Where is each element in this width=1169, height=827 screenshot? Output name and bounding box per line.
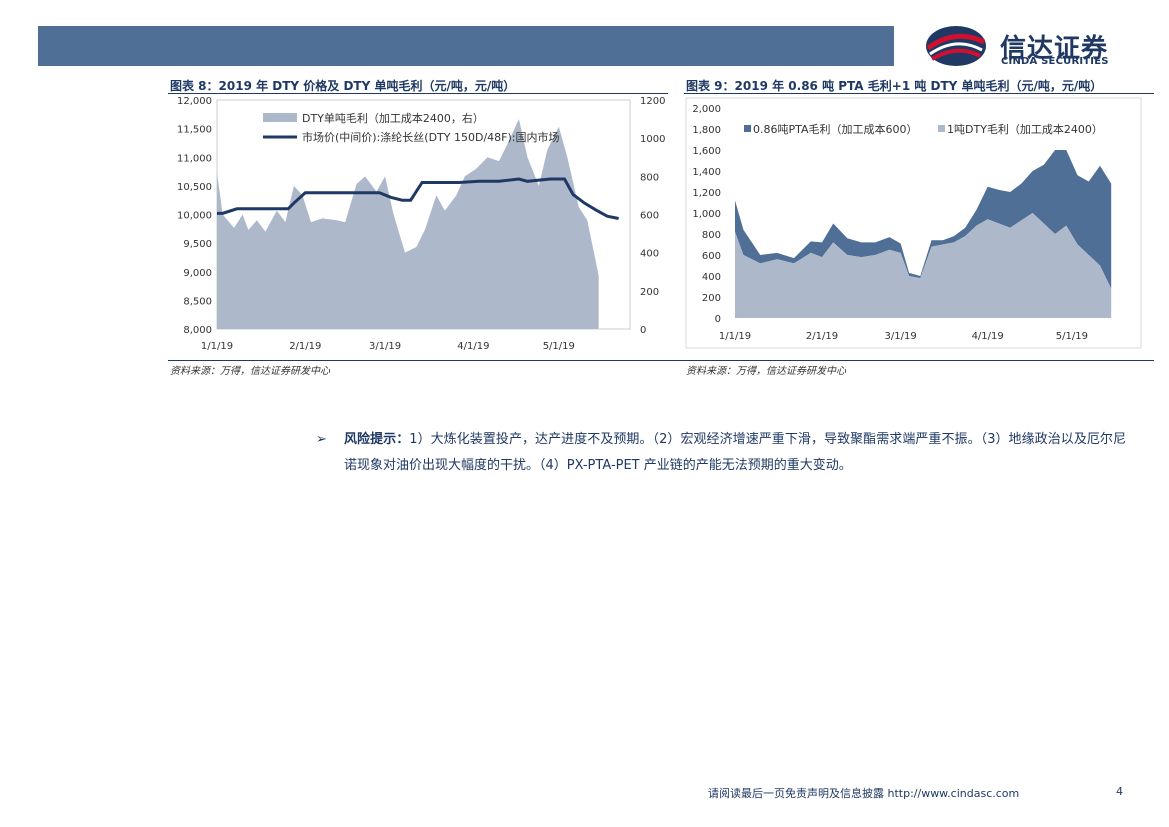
x-tick-label: 4/1/19 bbox=[457, 341, 489, 352]
x-tick-label: 5/1/19 bbox=[543, 341, 575, 352]
x-tick-label: 5/1/19 bbox=[1056, 331, 1088, 342]
y-right-tick-label: 600 bbox=[640, 211, 659, 222]
y-left-tick-label: 12,000 bbox=[177, 96, 212, 107]
y-right-tick-label: 800 bbox=[640, 172, 659, 183]
legend-swatch-dty bbox=[938, 125, 945, 132]
risk-body: 风险提示：1）大炼化装置投产，达产进度不及预期。（2）宏观经济增速严重下滑，导致… bbox=[344, 427, 1126, 479]
logo-cn-text: 信达证券 bbox=[1000, 34, 1109, 64]
page-number: 4 bbox=[1116, 785, 1123, 798]
figures-bottom-rule bbox=[168, 360, 1154, 361]
figure9-title-rule bbox=[684, 93, 1154, 94]
x-tick-label: 3/1/19 bbox=[369, 341, 401, 352]
legend-label-area: DTY单吨毛利（加工成本2400，右） bbox=[302, 111, 484, 125]
y-right-tick-label: 200 bbox=[640, 287, 659, 298]
figure8-chart: 12,000 11,500 11,000 10,500 10,000 9,500 9,000… bbox=[177, 96, 665, 352]
legend-label-dty: 1吨DTY毛利（加工成本2400） bbox=[947, 122, 1103, 136]
y-tick-label: 400 bbox=[702, 272, 721, 283]
x-tick-label: 2/1/19 bbox=[806, 331, 838, 342]
y-left-tick-label: 10,000 bbox=[177, 211, 212, 222]
y-left-tick-label: 8,000 bbox=[183, 325, 212, 336]
figure9-title: 图表 9：2019 年 0.86 吨 PTA 毛利+1 吨 DTY 单吨毛利（元… bbox=[686, 79, 1103, 93]
figure8-source: 资料来源：万得，信达证券研发中心 bbox=[170, 366, 330, 377]
x-tick-label: 3/1/19 bbox=[885, 331, 917, 342]
figure9-chart: 2,000 1,800 1,600 1,400 1,200 1,000 800 600 400 2… bbox=[685, 97, 1142, 349]
legend-swatch-area bbox=[263, 113, 297, 122]
y-right-tick-label: 1200 bbox=[640, 96, 665, 107]
legend-label-line: 市场价(中间价):涤纶长丝(DTY 150D/48F):国内市场 bbox=[302, 130, 559, 144]
figure8-title: 图表 8：2019 年 DTY 价格及 DTY 单吨毛利（元/吨，元/吨） bbox=[170, 79, 516, 93]
y-tick-label: 600 bbox=[702, 251, 721, 262]
bullet-arrow-icon: ➢ bbox=[316, 432, 327, 447]
figure9-source: 资料来源：万得，信达证券研发中心 bbox=[686, 366, 846, 377]
y-tick-label: 1,000 bbox=[692, 209, 721, 220]
y-left-tick-label: 9,000 bbox=[183, 268, 212, 279]
risk-note: ➢ 风险提示：1）大炼化装置投产，达产进度不及预期。（2）宏观经济增速严重下滑，… bbox=[316, 427, 1126, 479]
y-tick-label: 1,200 bbox=[692, 188, 721, 199]
logo-en-text: CINDA SECURITIES bbox=[1001, 56, 1109, 67]
dty-price-line bbox=[217, 177, 619, 220]
chart-frame bbox=[685, 97, 1142, 349]
cinda-logo-icon bbox=[926, 26, 986, 66]
y-tick-label: 1,600 bbox=[692, 146, 721, 157]
y-right-tick-label: 400 bbox=[640, 249, 659, 260]
y-left-tick-label: 11,000 bbox=[177, 153, 212, 164]
y-left-tick-label: 11,500 bbox=[177, 125, 212, 136]
y-tick-label: 2,000 bbox=[692, 104, 721, 115]
y-tick-label: 0 bbox=[715, 314, 721, 325]
y-left-tick-label: 8,500 bbox=[183, 296, 212, 307]
y-right-tick-label: 1000 bbox=[640, 134, 665, 145]
y-tick-label: 200 bbox=[702, 293, 721, 304]
risk-text: 1）大炼化装置投产，达产进度不及预期。（2）宏观经济增速严重下滑，导致聚酯需求端… bbox=[344, 432, 1126, 473]
x-tick-label: 2/1/19 bbox=[289, 341, 321, 352]
figure8-title-rule bbox=[168, 93, 668, 94]
x-tick-label: 4/1/19 bbox=[972, 331, 1004, 342]
y-tick-label: 1,800 bbox=[692, 125, 721, 136]
y-right-tick-label: 0 bbox=[640, 325, 646, 336]
y-left-tick-label: 10,500 bbox=[177, 182, 212, 193]
risk-label: 风险提示： bbox=[344, 432, 410, 447]
legend-label-pta: 0.86吨PTA毛利（加工成本600） bbox=[753, 122, 918, 136]
dty-margin-area bbox=[735, 213, 1112, 318]
y-tick-label: 800 bbox=[702, 230, 721, 241]
header-bar bbox=[38, 26, 894, 66]
y-left-tick-label: 9,500 bbox=[183, 239, 212, 250]
dty-margin-area bbox=[217, 119, 599, 329]
legend-swatch-pta bbox=[744, 125, 751, 132]
x-tick-label: 1/1/19 bbox=[201, 341, 233, 352]
x-tick-label: 1/1/19 bbox=[719, 331, 751, 342]
y-tick-label: 1,400 bbox=[692, 167, 721, 178]
footer-disclaimer: 请阅读最后一页免责声明及信息披露 http://www.cindasc.com bbox=[708, 787, 1020, 800]
